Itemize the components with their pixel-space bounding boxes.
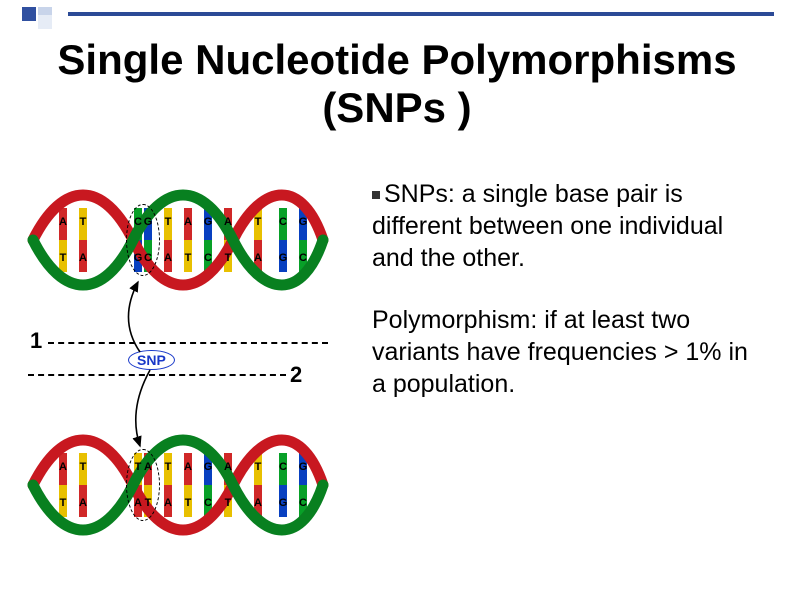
base-letter: G (202, 216, 214, 228)
base-letter: A (77, 252, 89, 264)
text-column: SNPs: a single base pair is different be… (372, 178, 762, 400)
base-letter: A (252, 497, 264, 509)
base-letter: T (77, 216, 89, 228)
base-letter: T (182, 252, 194, 264)
base-letter: T (57, 252, 69, 264)
dash-line-1 (48, 342, 328, 344)
header-rule (68, 12, 774, 16)
base-letter: T (222, 497, 234, 509)
slide-title: Single Nucleotide Polymorphisms (SNPs ) (0, 36, 794, 133)
paragraph-polymorphism-def: Polymorphism: if at least two variants h… (372, 304, 762, 400)
base-letter: C (202, 252, 214, 264)
base-letter: T (182, 497, 194, 509)
p1-text: SNPs: a single base pair is different be… (372, 180, 723, 272)
dna-helix-top (28, 170, 328, 310)
base-letter: A (57, 461, 69, 473)
base-letter: A (162, 252, 174, 264)
base-letter: T (162, 216, 174, 228)
base-letter: A (222, 216, 234, 228)
base-letter: T (162, 461, 174, 473)
base-letter: T (252, 461, 264, 473)
base-letter: T (222, 252, 234, 264)
base-letter: C (142, 252, 154, 264)
base-letter: A (142, 461, 154, 473)
base-letter: G (297, 461, 309, 473)
base-letter: C (297, 497, 309, 509)
base-letter: A (182, 216, 194, 228)
helix-number-2: 2 (290, 362, 302, 388)
base-letter: G (202, 461, 214, 473)
base-letter: C (277, 216, 289, 228)
bullet-icon (372, 191, 380, 199)
paragraph-snp-def: SNPs: a single base pair is different be… (372, 178, 762, 274)
base-letter: A (252, 252, 264, 264)
helix-number-1: 1 (30, 328, 42, 354)
base-letter: G (142, 216, 154, 228)
base-letter: C (202, 497, 214, 509)
base-letter: A (182, 461, 194, 473)
snp-highlight-top (126, 204, 160, 276)
base-letter: C (277, 461, 289, 473)
base-letter: G (277, 497, 289, 509)
dna-helix-bottom (28, 415, 328, 555)
header-bullet-icon-row2 (38, 15, 68, 29)
slide-header (0, 0, 794, 28)
base-letter: C (297, 252, 309, 264)
base-letter: A (77, 497, 89, 509)
base-letter: A (57, 216, 69, 228)
base-letter: G (297, 216, 309, 228)
base-letter: T (142, 497, 154, 509)
snp-badge: SNP (128, 350, 175, 370)
base-letter: T (57, 497, 69, 509)
base-letter: T (77, 461, 89, 473)
dna-diagram: 1 2 SNP ATTACGGCTAATGCATTACGGC ATTATAATT… (28, 170, 358, 570)
dash-line-2 (28, 374, 286, 376)
slide-body: 1 2 SNP ATTACGGCTAATGCATTACGGC ATTATAATT… (0, 170, 794, 595)
base-letter: A (162, 497, 174, 509)
base-letter: T (252, 216, 264, 228)
snp-highlight-bottom (126, 449, 160, 521)
base-letter: A (222, 461, 234, 473)
base-letter: G (277, 252, 289, 264)
